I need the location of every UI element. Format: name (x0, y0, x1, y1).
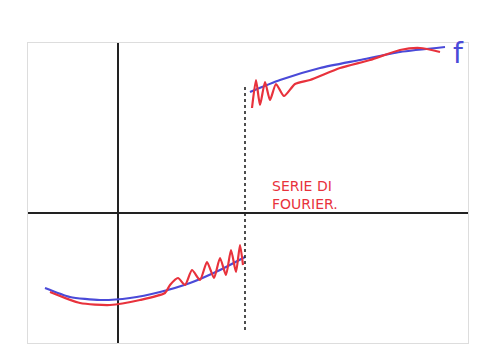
svg-text:f: f (453, 37, 464, 70)
svg-text:SERIE DIFOURIER.: SERIE DIFOURIER. (272, 178, 338, 212)
